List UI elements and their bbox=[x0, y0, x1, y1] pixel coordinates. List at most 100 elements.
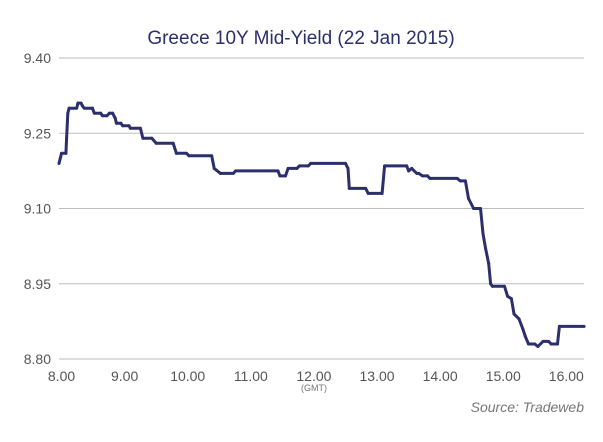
y-tick-label: 9.40 bbox=[24, 50, 51, 66]
data-point bbox=[426, 174, 430, 178]
data-point bbox=[366, 191, 370, 195]
data-point bbox=[521, 327, 525, 331]
data-point bbox=[463, 179, 467, 183]
data-point bbox=[383, 164, 387, 168]
data-point bbox=[479, 207, 483, 210]
data-point bbox=[295, 166, 299, 170]
yield-series-line bbox=[57, 101, 586, 348]
data-point bbox=[417, 171, 421, 175]
data-point bbox=[212, 166, 216, 170]
data-point bbox=[536, 344, 540, 348]
data-point bbox=[101, 114, 105, 118]
data-point bbox=[487, 262, 491, 266]
data-point bbox=[57, 161, 61, 165]
x-tick-label: 8.00 bbox=[48, 368, 75, 384]
data-point bbox=[67, 106, 71, 110]
data-point bbox=[234, 169, 238, 173]
data-point bbox=[184, 151, 188, 155]
data-point bbox=[309, 161, 313, 165]
x-tick-label: 15.00 bbox=[486, 368, 521, 384]
x-axis-unit-label: (GMT) bbox=[301, 383, 327, 393]
data-point bbox=[467, 196, 471, 200]
chart-title: Greece 10Y Mid-Yield (22 Jan 2015) bbox=[147, 28, 454, 49]
data-point bbox=[481, 232, 485, 236]
x-tick-label: 12.00 bbox=[296, 368, 331, 384]
data-point bbox=[79, 101, 83, 105]
series-points bbox=[57, 101, 586, 348]
data-point bbox=[60, 151, 64, 155]
data-point bbox=[533, 342, 537, 346]
y-tick-label: 8.95 bbox=[24, 276, 51, 292]
data-point bbox=[489, 282, 493, 286]
x-tick-label: 14.00 bbox=[423, 368, 458, 384]
data-point bbox=[297, 164, 301, 168]
data-point bbox=[154, 141, 158, 145]
data-point bbox=[121, 124, 125, 128]
data-point bbox=[512, 312, 516, 316]
data-point bbox=[80, 104, 84, 108]
data-point bbox=[278, 174, 282, 178]
data-point bbox=[458, 179, 462, 183]
data-point bbox=[506, 294, 510, 298]
data-point bbox=[343, 161, 347, 165]
data-point bbox=[410, 166, 414, 170]
data-point bbox=[219, 171, 223, 175]
data-point bbox=[582, 324, 586, 328]
data-point bbox=[472, 207, 476, 210]
data-point bbox=[541, 339, 545, 343]
data-point bbox=[76, 101, 80, 105]
data-point bbox=[555, 342, 559, 346]
data-point bbox=[105, 114, 109, 118]
data-point bbox=[484, 247, 488, 251]
data-point bbox=[491, 284, 495, 288]
data-point bbox=[276, 169, 280, 173]
data-point bbox=[128, 126, 132, 130]
x-tick-label: 16.00 bbox=[549, 368, 584, 384]
data-point bbox=[119, 121, 123, 125]
x-tick-label: 13.00 bbox=[360, 368, 395, 384]
data-point bbox=[92, 111, 96, 115]
data-point bbox=[187, 154, 191, 158]
data-point bbox=[113, 116, 117, 120]
data-point bbox=[455, 176, 459, 180]
data-point bbox=[99, 111, 103, 115]
data-point bbox=[66, 111, 70, 115]
data-point bbox=[141, 136, 145, 140]
data-point bbox=[523, 334, 527, 338]
data-point bbox=[428, 176, 432, 180]
data-point bbox=[517, 317, 521, 321]
data-point bbox=[174, 151, 178, 155]
data-point bbox=[346, 166, 350, 170]
data-point bbox=[502, 284, 506, 288]
data-point bbox=[90, 106, 94, 110]
data-point bbox=[111, 111, 115, 115]
data-point bbox=[65, 136, 69, 140]
data-point bbox=[420, 174, 424, 178]
y-tick-label: 9.10 bbox=[24, 201, 51, 217]
y-tick-label: 9.25 bbox=[24, 125, 51, 141]
x-tick-label: 10.00 bbox=[170, 368, 205, 384]
data-point bbox=[82, 106, 86, 110]
data-point bbox=[405, 164, 409, 168]
data-point bbox=[306, 164, 310, 168]
data-point bbox=[64, 151, 68, 155]
data-point bbox=[526, 342, 530, 346]
data-point bbox=[347, 186, 351, 190]
data-point bbox=[509, 297, 513, 301]
data-point bbox=[75, 106, 79, 110]
gridlines bbox=[59, 57, 584, 360]
data-point bbox=[138, 126, 142, 130]
data-point bbox=[549, 342, 553, 346]
y-tick-label: 8.80 bbox=[24, 351, 51, 367]
data-point bbox=[114, 121, 118, 125]
y-axis-ticks: 9.40 9.25 9.10 8.95 8.80 bbox=[24, 50, 51, 367]
data-point bbox=[107, 111, 111, 115]
data-point bbox=[231, 171, 235, 175]
data-point bbox=[557, 324, 561, 328]
x-axis-ticks: 8.00 9.00 10.00 11.00 12.00 13.00 14.00 15.00 16… bbox=[48, 368, 584, 384]
data-point bbox=[284, 174, 288, 178]
data-point bbox=[407, 169, 411, 173]
data-point bbox=[127, 124, 131, 128]
